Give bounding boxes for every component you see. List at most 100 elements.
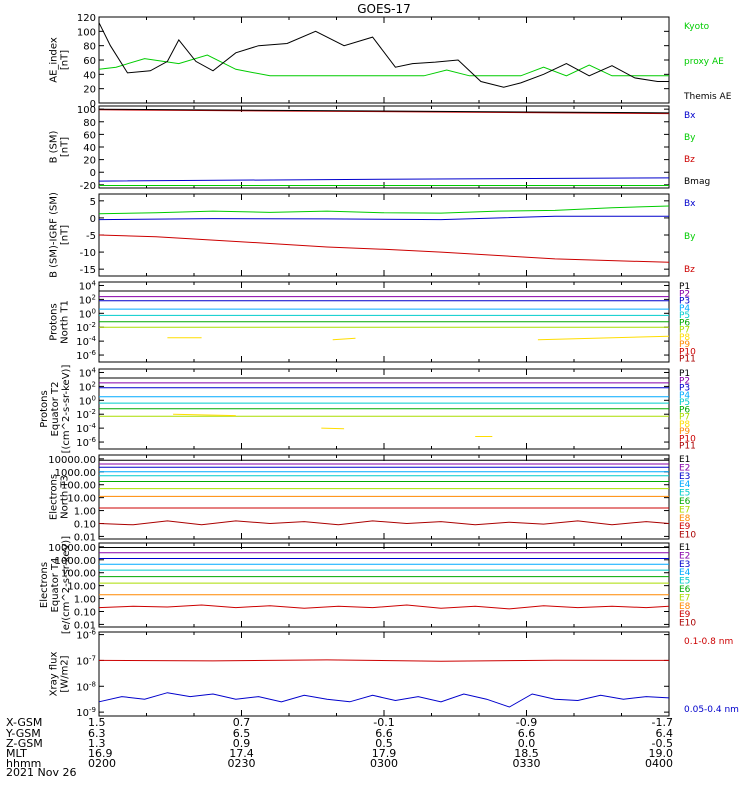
x-axis-value: 0330 <box>513 757 541 770</box>
series-line-9 <box>321 427 345 430</box>
y-tick-label: 100 <box>77 27 96 38</box>
legend-label: P4 <box>679 391 690 401</box>
x-axis-value: 17.9 <box>372 747 397 760</box>
x-axis-value: -0.1 <box>373 716 394 729</box>
x-axis-value: 6.6 <box>518 727 536 740</box>
legend-label: E9 <box>679 522 691 532</box>
legend-label: E8 <box>679 602 691 612</box>
y-tick-label: 104 <box>79 279 97 292</box>
y-tick-label: 40 <box>83 143 96 154</box>
legend-label: Themis AE <box>683 92 732 102</box>
legend-label: P5 <box>679 311 690 321</box>
x-axis-value: 0.9 <box>233 737 251 750</box>
y-tick-label: 10.00 <box>67 582 96 593</box>
y-axis-label: Equator T4 <box>50 558 61 613</box>
legend-label: E4 <box>679 568 691 578</box>
x-axis-value: 1.5 <box>88 716 106 729</box>
legend-label: E10 <box>679 531 696 541</box>
legend-label: 0.05-0.4 nm <box>684 705 739 715</box>
x-axis-value: 17.4 <box>229 747 254 760</box>
x-axis-value: 0.7 <box>233 716 251 729</box>
series-line-bmag <box>98 108 670 114</box>
y-tick-label: -10 <box>80 248 96 259</box>
legend-label: E2 <box>679 551 690 561</box>
y-tick-label: 100.00 <box>61 481 96 492</box>
series-line-0-1-0-8-nm <box>98 659 670 662</box>
y-axis-label: B (SM) <box>49 130 60 163</box>
y-axis-label: Electrons <box>39 562 50 608</box>
y-tick-label: 102 <box>79 380 96 393</box>
x-axis-value: 6.3 <box>88 727 106 740</box>
legend-label: E10 <box>679 619 696 629</box>
legend-label: Bz <box>684 265 695 275</box>
legend-label: P8 <box>679 420 690 430</box>
panel-frame <box>98 16 670 104</box>
legend-label: proxy AE <box>684 57 724 67</box>
y-axis-label: North T3 <box>60 475 71 519</box>
legend-label: E7 <box>679 593 690 603</box>
panel-frame <box>98 105 670 189</box>
x-axis-value: 0.0 <box>518 737 536 750</box>
legend-label: P11 <box>679 442 696 452</box>
legend-label: P1 <box>679 282 690 292</box>
y-tick-label: 10-2 <box>76 321 96 334</box>
legend-label: E9 <box>679 610 691 620</box>
panel-7: 10000.00 1000.00 100.00 10.00 1.000.10 0.01 El… <box>39 536 696 634</box>
legend-label: P3 <box>679 297 690 307</box>
y-tick-label: 0 <box>90 168 96 179</box>
y-tick-label: 120 <box>77 13 96 24</box>
y-tick-label: 0 <box>90 99 96 110</box>
y-tick-label: 10000.00 <box>48 543 96 554</box>
y-tick-label: 10-4 <box>76 335 96 348</box>
panel-1: 120 100 80 60 40 20 0 AE_index [nT] Kyoto proxy AE… <box>49 13 732 110</box>
legend-label: P7 <box>679 326 690 336</box>
panel-3: 5 0 -5 -10 -15 B (SM)-IGRF (SM) [nT] Bx By Bz <box>49 192 697 278</box>
x-axis-value: 0230 <box>228 757 256 770</box>
y-tick-label: 40 <box>83 70 96 81</box>
x-axis-table: X-GSM 1.5 0.7 -0.1 -0.9 -1.7 Y-GSM 6.3 6.5 6.6 6.6… <box>5 716 673 770</box>
y-tick-label: 10.00 <box>67 494 96 505</box>
y-tick-label: 100 <box>79 307 96 320</box>
legend-label: P8 <box>679 333 690 343</box>
legend-label: P6 <box>679 318 690 328</box>
y-axis-label: B (SM)-IGRF (SM) <box>49 192 60 278</box>
legend-label: Bx <box>684 199 696 209</box>
legend-label: E7 <box>679 505 690 515</box>
x-axis-value: 6.6 <box>375 727 393 740</box>
legend-label: E3 <box>679 560 690 570</box>
legend-label: 0.1-0.8 nm <box>684 637 733 647</box>
panel-frame <box>98 193 670 277</box>
legend-label: E5 <box>679 577 690 587</box>
y-tick-label: 10-6 <box>76 436 96 449</box>
y-tick-label: -15 <box>80 265 96 276</box>
y-axis-label: AE_index <box>49 37 60 83</box>
y-axis-label: North T1 <box>60 300 71 344</box>
legend-label: P7 <box>679 413 690 423</box>
y-tick-label: 80 <box>83 118 96 129</box>
legend-label: E1 <box>679 455 690 465</box>
legend-label: Bmag <box>684 177 710 187</box>
legend-label: By <box>684 133 696 143</box>
series-line-kyoto-proxy-ae <box>98 54 669 77</box>
y-tick-label: 20 <box>83 85 96 96</box>
x-axis-value: 19.0 <box>649 747 674 760</box>
legend-label: P9 <box>679 340 690 350</box>
y-tick-label: 60 <box>83 130 96 141</box>
series-line-10 <box>98 520 670 526</box>
legend-label: E4 <box>679 480 691 490</box>
x-axis-value: 0300 <box>370 757 398 770</box>
x-axis-value: 16.9 <box>88 747 113 760</box>
x-axis-row-label: hhmm <box>6 757 41 770</box>
x-axis-value: 0400 <box>645 757 673 770</box>
y-tick-label: 10-6 <box>76 629 96 642</box>
x-axis-value: -0.9 <box>516 716 537 729</box>
y-axis-label: [nT] <box>60 50 71 70</box>
series-line-by <box>98 205 670 215</box>
y-axis-label: Protons <box>39 390 50 427</box>
y-tick-label: 5 <box>90 197 96 208</box>
legend-label: E8 <box>679 514 691 524</box>
